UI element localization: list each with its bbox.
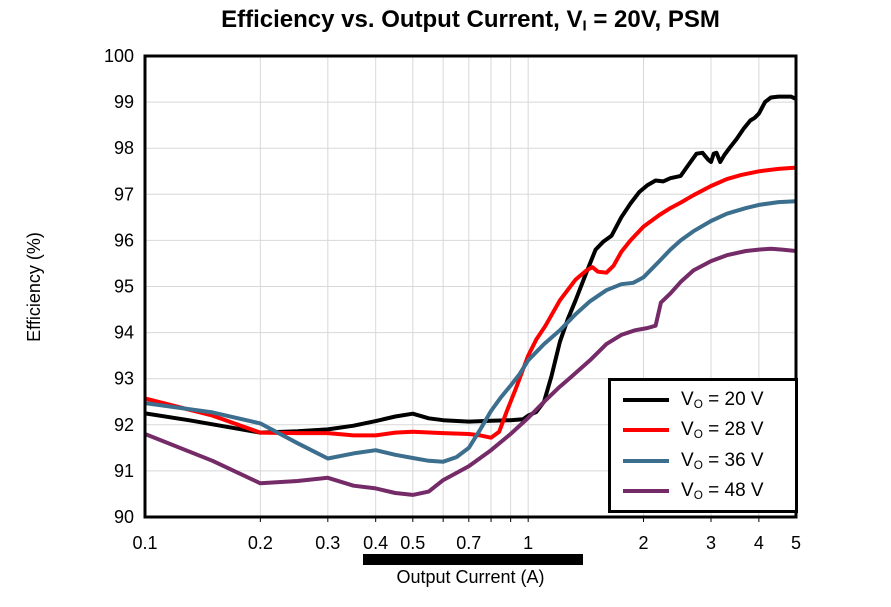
y-tick-label: 94 — [114, 323, 134, 343]
x-tick-label: 2 — [639, 533, 649, 553]
legend-line-swatch — [623, 488, 669, 493]
y-tick-label: 91 — [114, 461, 134, 481]
x-tick-label: 4 — [754, 533, 764, 553]
chart-title: Efficiency vs. Output Current, VI = 20V,… — [145, 6, 796, 35]
legend-label: VO = 36 V — [681, 449, 764, 472]
legend-line-swatch — [623, 398, 669, 403]
x-tick-label: 0.3 — [315, 533, 340, 553]
legend-item-vo-28: VO = 28 V — [623, 419, 795, 441]
x-axis-highlight-bar — [363, 554, 583, 565]
legend-label: VO = 20 V — [681, 389, 764, 412]
legend-label: VO = 28 V — [681, 419, 764, 442]
series-line-vo-28 — [145, 165, 796, 440]
legend-item-vo-20: VO = 20 V — [623, 389, 795, 411]
y-tick-label: 95 — [114, 277, 134, 297]
legend: VO = 20 V VO = 28 V VO = 36 V VO = 48 V — [608, 378, 798, 513]
x-tick-label: 5 — [791, 533, 801, 553]
series-line-vo-36 — [145, 199, 796, 464]
x-tick-label: 0.1 — [132, 533, 157, 553]
y-tick-label: 99 — [114, 92, 134, 112]
x-tick-label: 0.5 — [400, 533, 425, 553]
x-tick-label: 1 — [523, 533, 533, 553]
x-axis-label: Output Current (A) — [396, 567, 545, 587]
legend-line-swatch — [623, 428, 669, 433]
y-tick-label: 90 — [114, 507, 134, 527]
chart-title-subscript: I — [582, 18, 587, 35]
x-tick-label: 3 — [706, 533, 716, 553]
x-tick-label: 0.4 — [363, 533, 388, 553]
plot-frame — [143, 54, 798, 519]
y-tick-label: 92 — [114, 415, 134, 435]
legend-item-vo-48: VO = 48 V — [623, 480, 795, 502]
series-group — [145, 94, 796, 497]
chart-title-text: Efficiency vs. Output Current, V — [221, 6, 583, 33]
chart-title-text-suffix: = 20V, PSM — [586, 6, 720, 33]
legend-label: VO = 48 V — [681, 479, 764, 502]
y-tick-label: 93 — [114, 369, 134, 389]
y-tick-label: 100 — [104, 46, 134, 66]
x-tick-label: 0.7 — [456, 533, 481, 553]
legend-line-swatch — [623, 458, 669, 463]
y-tick-label: 96 — [114, 230, 134, 250]
x-tick-label: 0.2 — [248, 533, 273, 553]
y-axis-label: Efficiency (%) — [24, 232, 44, 342]
series-line-vo-48 — [145, 246, 796, 497]
legend-item-vo-36: VO = 36 V — [623, 450, 795, 472]
y-tick-label: 97 — [114, 184, 134, 204]
series-line-vo-20 — [145, 94, 796, 435]
y-tick-label: 98 — [114, 138, 134, 158]
